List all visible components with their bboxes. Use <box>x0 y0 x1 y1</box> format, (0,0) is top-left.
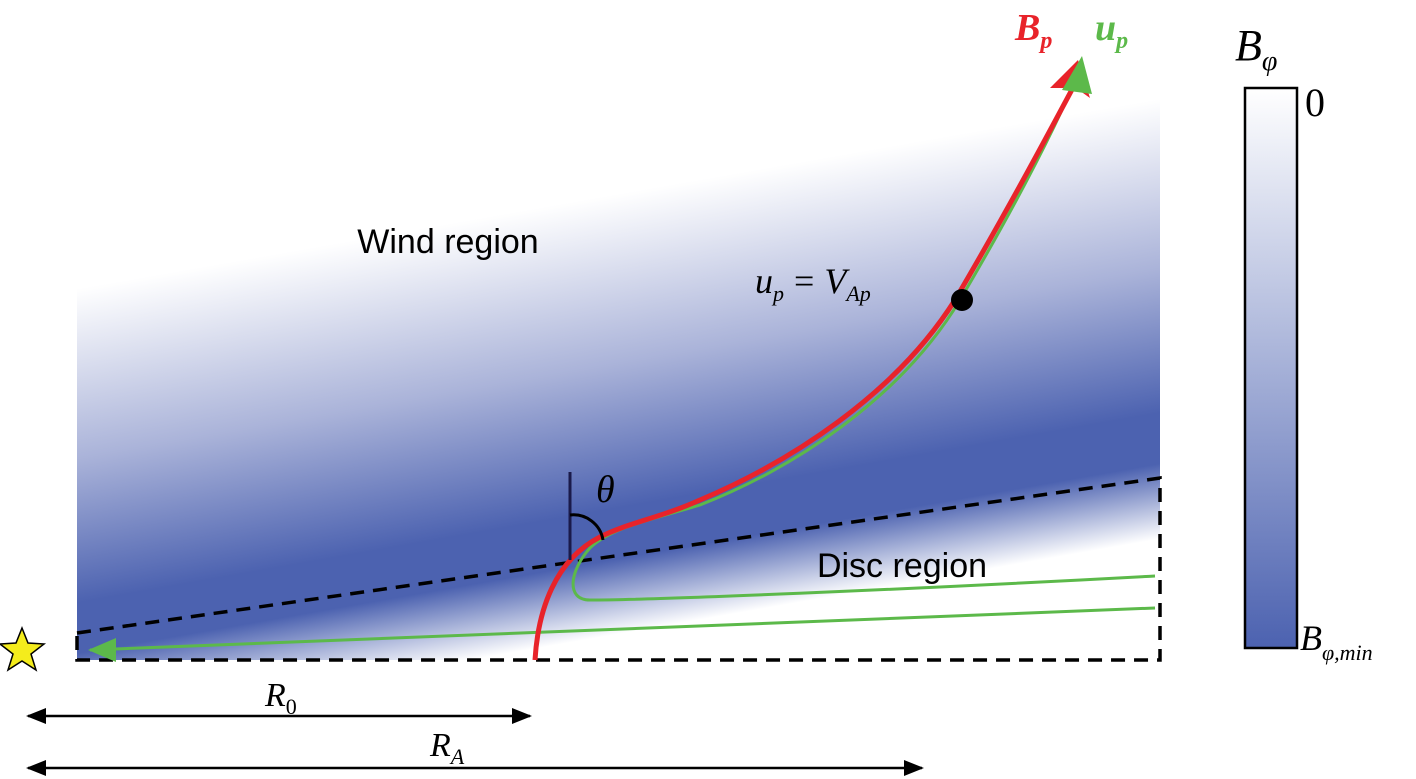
r0-label: R0 <box>264 677 297 719</box>
wind-label: Wind region <box>357 223 538 261</box>
angle-arc <box>569 513 605 541</box>
star <box>0 625 47 672</box>
field-legend: Bp <box>1014 7 1052 54</box>
colorbar <box>1243 86 1299 650</box>
subscript: φ <box>1262 46 1278 77</box>
operator: = <box>794 261 814 301</box>
flow-arrowhead <box>88 638 116 662</box>
subscript: Ap <box>844 281 870 306</box>
alfven-point <box>951 289 973 311</box>
field-line <box>532 80 1079 661</box>
disc-label: Disc region <box>817 547 987 585</box>
subscript: 0 <box>286 694 297 719</box>
flow-line <box>89 606 1156 652</box>
disc-boundary <box>75 475 1162 662</box>
angle-label: θ <box>596 469 615 511</box>
symbol: u <box>1095 7 1116 49</box>
ra-label: RA <box>429 727 465 769</box>
subscript: p <box>771 281 784 306</box>
subscript: φ,min <box>1322 640 1373 665</box>
subscript: p <box>1114 28 1128 54</box>
velocity-legend: up <box>1095 7 1128 54</box>
alfven-label: up = VAp <box>755 261 871 306</box>
symbol: B <box>1014 7 1040 49</box>
subscript: p <box>1038 28 1052 54</box>
colorbar-top-label: 0 <box>1305 80 1325 125</box>
symbol: B <box>1300 618 1322 658</box>
colorbar-title: Bφ <box>1235 21 1277 77</box>
symbol: R <box>429 727 451 764</box>
symbol: R <box>264 677 286 714</box>
symbol: B <box>1235 21 1262 70</box>
symbol: u <box>755 261 773 301</box>
field-map <box>77 52 1160 660</box>
symbol: V <box>824 261 850 301</box>
subscript: A <box>449 744 465 769</box>
colorbar-bottom-label: Bφ,min <box>1300 618 1373 665</box>
flow-arrowhead <box>1062 56 1092 94</box>
